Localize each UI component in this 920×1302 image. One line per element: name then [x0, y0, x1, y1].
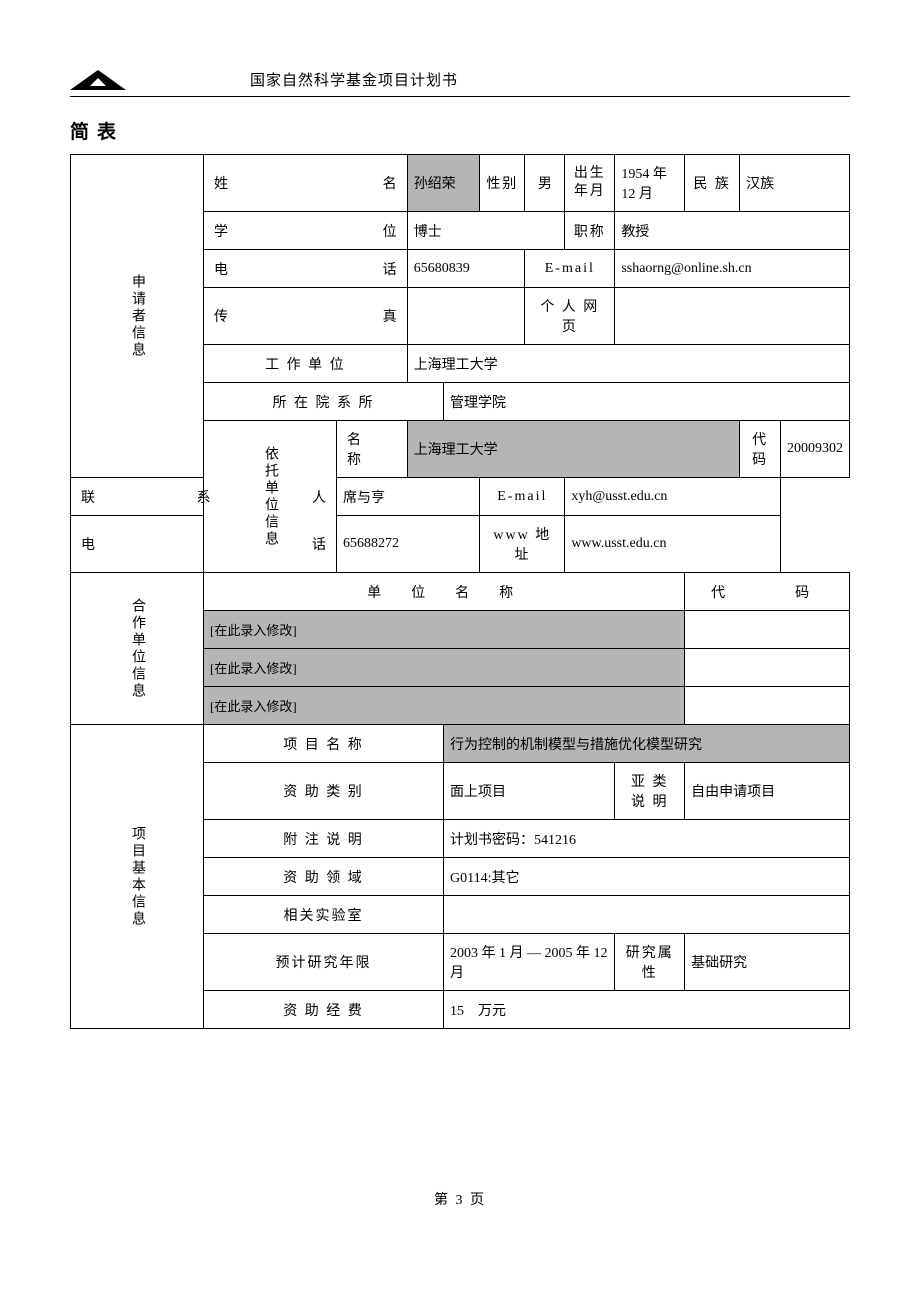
fax-label: 传 真 — [204, 288, 408, 345]
inst-phone-value: 65688272 — [337, 516, 480, 573]
applicant-section-label: 申请者信息 — [71, 155, 204, 478]
partner-code-2[interactable] — [685, 649, 850, 687]
name-value[interactable]: 孙绍荣 — [407, 155, 480, 212]
duration-label: 预计研究年限 — [204, 934, 444, 991]
partner-row-1[interactable]: [在此录入修改] — [204, 611, 685, 649]
birth-value: 1954 年 12 月 — [615, 155, 685, 212]
lab-label: 相关实验室 — [204, 896, 444, 934]
inst-contact-value: 席与亨 — [337, 478, 480, 516]
inst-email-label: E-mail — [480, 478, 565, 516]
proj-name-label: 项 目 名 称 — [204, 725, 444, 763]
ethnic-value: 汉族 — [740, 155, 850, 212]
page-footer: 第 3 页 — [70, 1189, 850, 1209]
page-header: 国家自然科学基金项目计划书 — [70, 60, 850, 97]
field-label: 资 助 领 域 — [204, 858, 444, 896]
partner-code-header: 代 码 — [685, 573, 850, 611]
degree-value: 博士 — [407, 212, 565, 250]
nature-value: 基础研究 — [685, 934, 850, 991]
gender-label: 性别 — [480, 155, 525, 212]
dept-value: 管理学院 — [444, 383, 850, 421]
budget-label: 资 助 经 费 — [204, 991, 444, 1029]
dept-label: 所 在 院 系 所 — [204, 383, 444, 421]
name-label: 姓 名 — [204, 155, 408, 212]
gender-value: 男 — [525, 155, 565, 212]
sub-type-label: 亚 类 说 明 — [615, 763, 685, 820]
project-section-label: 项目基本信息 — [71, 725, 204, 1029]
partner-row-3[interactable]: [在此录入修改] — [204, 687, 685, 725]
workplace-value: 上海理工大学 — [407, 345, 849, 383]
field-value: G0114:其它 — [444, 858, 850, 896]
homepage-label: 个 人 网 页 — [525, 288, 615, 345]
partner-section-label: 合作单位信息 — [71, 573, 204, 725]
partner-code-3[interactable] — [685, 687, 850, 725]
budget-value: 15 万元 — [444, 991, 850, 1029]
proj-name-value[interactable]: 行为控制的机制模型与措施优化模型研究 — [444, 725, 850, 763]
note-label: 附 注 说 明 — [204, 820, 444, 858]
logo-icon — [70, 60, 130, 90]
inst-contact-label: 联 系 人 — [71, 478, 337, 516]
partner-row-2[interactable]: [在此录入修改] — [204, 649, 685, 687]
workplace-label: 工 作 单 位 — [204, 345, 408, 383]
inst-www-value: www.usst.edu.cn — [565, 516, 781, 573]
partner-name-header: 单 位 名 称 — [204, 573, 685, 611]
homepage-value — [615, 288, 850, 345]
inst-code-label: 代 码 — [740, 421, 781, 478]
fund-type-label: 资 助 类 别 — [204, 763, 444, 820]
inst-phone-label: 电 话 — [71, 516, 337, 573]
lab-value — [444, 896, 850, 934]
sub-type-value: 自由申请项目 — [685, 763, 850, 820]
title-value: 教授 — [615, 212, 850, 250]
birth-label: 出生年月 — [565, 155, 615, 212]
header-title: 国家自然科学基金项目计划书 — [250, 69, 458, 94]
nature-label: 研究属性 — [615, 934, 685, 991]
phone-label: 电 话 — [204, 250, 408, 288]
email-value: sshaorng@online.sh.cn — [615, 250, 850, 288]
title-label: 职称 — [565, 212, 615, 250]
email-label: E-mail — [525, 250, 615, 288]
inst-name-value[interactable]: 上海理工大学 — [407, 421, 739, 478]
duration-value: 2003 年 1 月 — 2005 年 12 月 — [444, 934, 615, 991]
ethnic-label: 民 族 — [685, 155, 740, 212]
inst-name-label: 名 称 — [337, 421, 408, 478]
note-value: 计划书密码：541216 — [444, 820, 850, 858]
inst-code-value: 20009302 — [780, 421, 849, 478]
fund-type-value: 面上项目 — [444, 763, 615, 820]
form-table: 申请者信息 姓 名 孙绍荣 性别 男 出生年月 1954 年 12 月 民 族 … — [70, 154, 850, 1029]
degree-label: 学 位 — [204, 212, 408, 250]
section-title: 简表 — [70, 117, 850, 144]
inst-email-value: xyh@usst.edu.cn — [565, 478, 781, 516]
fax-value — [407, 288, 525, 345]
partner-code-1[interactable] — [685, 611, 850, 649]
phone-value: 65680839 — [407, 250, 525, 288]
inst-www-label: www 地址 — [480, 516, 565, 573]
